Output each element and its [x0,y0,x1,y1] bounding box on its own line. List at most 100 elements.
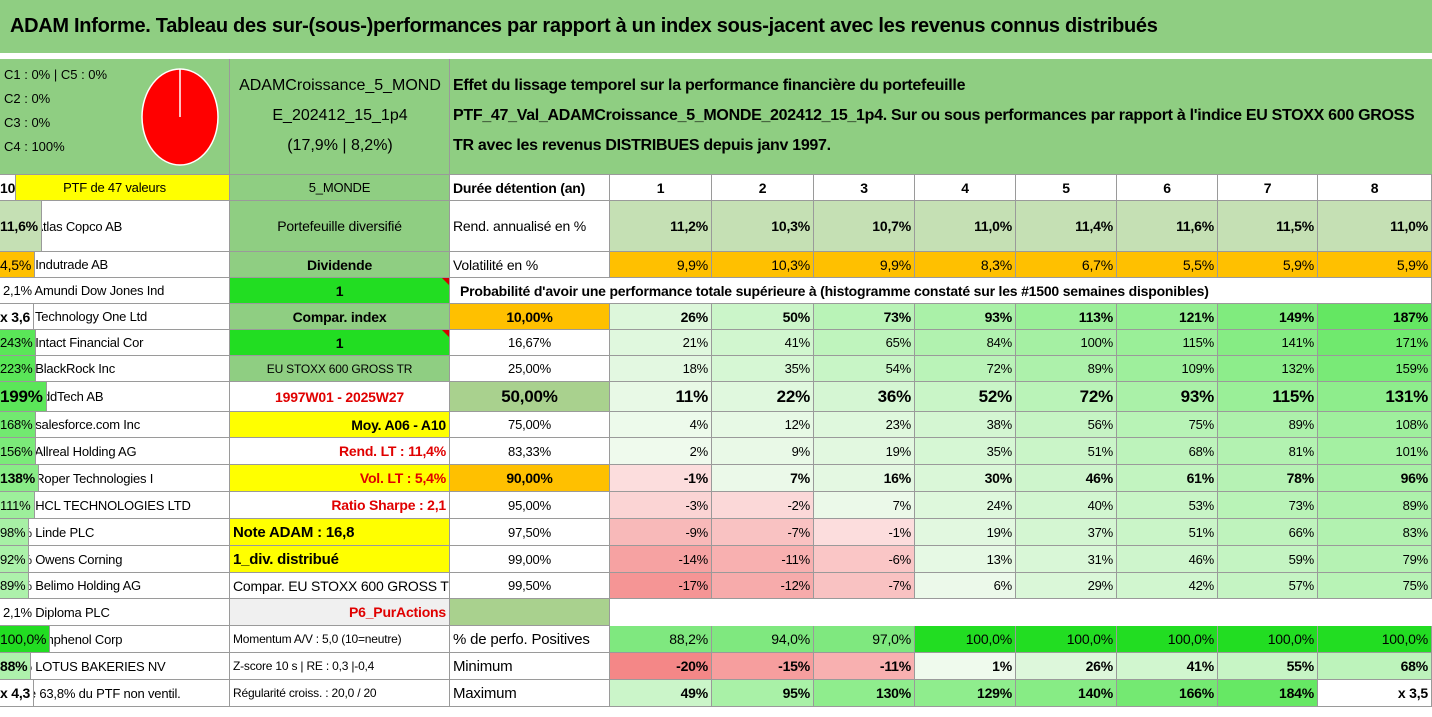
annualized-value: 11,4% [1016,201,1117,252]
annualized-value: 10,7% [814,201,915,252]
info-cell: Z-score 10 s | RE : 0,3 |-0,4 [230,653,450,680]
allocation-line: C4 : 100% [4,139,65,154]
holding-row: 2,1% Linde PLC [0,519,230,546]
info-cell: Compar. index [230,304,450,330]
volatility-value: 8,3% [915,252,1016,278]
duration-label: Durée détention (an) [450,175,610,201]
positive-value: 100,0% [1117,626,1218,653]
quantile-value: 78% [1218,465,1318,492]
quantile-value: 138% [0,465,40,492]
year-header: 4 [915,175,1016,201]
volatility-value: 6,7% [1016,252,1117,278]
positive-value: 88,2% [610,626,712,653]
minimum-value: 26% [1016,653,1117,680]
maximum-value: x 4,3 [0,680,35,707]
description-line: Effet du lissage temporel sur la perform… [453,77,966,94]
quantile-value: 7% [712,465,814,492]
quantile-value: 100% [1016,330,1117,356]
quantile-label: 75,00% [450,412,610,438]
minimum-value: 41% [1117,653,1218,680]
info-cell: Portefeuille diversifié [230,201,450,252]
quantile-value: -1% [814,519,915,546]
quantile-value: 18% [610,356,712,382]
quantile-label: 99,00% [450,546,610,573]
volatility-value: 5,5% [1117,252,1218,278]
quantile-value: 51% [1016,438,1117,465]
quantile-value: 93% [915,304,1016,330]
quantile-value: 11% [610,382,712,412]
year-header: 7 [1218,175,1318,201]
quantile-value: 52% [915,382,1016,412]
minimum-value: 88% [0,653,32,680]
info-cell: Moy. A06 - A10 [230,412,450,438]
quantile-value: 6% [915,573,1016,599]
info-cell: 1_div. distribué [230,546,450,573]
maximum-value: 140% [1016,680,1117,707]
info-cell: Compar. EU STOXX 600 GROSS TR [230,573,450,599]
info-cell: Note ADAM : 16,8 [230,519,450,546]
minimum-value: 1% [915,653,1016,680]
quantile-value: 2% [610,438,712,465]
quantile-label: 25,00% [450,356,610,382]
quantile-value: 56% [1016,412,1117,438]
quantile-value: 149% [1218,304,1318,330]
year-header: 3 [814,175,915,201]
empty-cell [450,599,610,626]
maximum-value: 184% [1218,680,1318,707]
year-header: 1 [610,175,712,201]
holding-row: 2,1% Intact Financial Cor [0,330,230,356]
quantile-value: 53% [1117,492,1218,519]
quantile-value: 40% [1016,492,1117,519]
positive-label: % de perfo. Positives [450,626,610,653]
quantile-value: 113% [1016,304,1117,330]
quantile-value: 168% [0,412,37,438]
quantile-value: 21% [610,330,712,356]
quantile-value: 89% [1016,356,1117,382]
quantile-value: 66% [1218,519,1318,546]
quantile-value: 23% [814,412,915,438]
quantile-value: 89% [0,573,30,599]
quantile-value: -6% [814,546,915,573]
quantile-value: 73% [1218,492,1318,519]
quantile-value: 59% [1218,546,1318,573]
quantile-value: 19% [915,519,1016,546]
year-header: 6 [1117,175,1218,201]
quantile-value: -7% [814,573,915,599]
ptf-label: PTF de 47 valeurs [0,175,230,201]
quantile-value: 89% [1218,412,1318,438]
comment-flag-icon [442,278,449,285]
quantile-value: 38% [915,412,1016,438]
quantile-value: 101% [1318,438,1432,465]
quantile-value: 31% [1016,546,1117,573]
holding-row: 2,1% Amundi Dow Jones Ind [0,278,230,304]
quantile-value: x 3,6 [0,304,35,330]
quantile-value: 223% [0,356,37,382]
minimum-value: -11% [814,653,915,680]
quantile-value: 54% [814,356,915,382]
holding-row: 2,1% Technology One Ltd [0,304,230,330]
quantile-value: 121% [1117,304,1218,330]
maximum-value: 166% [1117,680,1218,707]
quantile-value: 35% [915,438,1016,465]
info-cell: Régularité croiss. : 20,0 / 20 [230,680,450,707]
quantile-value: 171% [1318,330,1432,356]
annualized-value: 11,6% [0,201,42,252]
allocation-block: C1 : 0% | C5 : 0% C2 : 0% C3 : 0% C4 : 100% [0,59,230,175]
positive-value: 97,0% [814,626,915,653]
quantile-value: -1% [610,465,712,492]
quantile-value: 89% [1318,492,1432,519]
quantile-value: 72% [1016,382,1117,412]
allocation-line: C1 : 0% | C5 : 0% [4,67,108,82]
quantile-value: 81% [1218,438,1318,465]
minimum-value: -15% [712,653,814,680]
maximum-value: 49% [610,680,712,707]
quantile-value: 115% [1218,382,1318,412]
info-cell: 1997W01 - 2025W27 [230,382,450,412]
quantile-value: 84% [915,330,1016,356]
quantile-value: 108% [1318,412,1432,438]
info-cell: EU STOXX 600 GROSS TR [230,356,450,382]
quantile-value: -11% [712,546,814,573]
positive-value: 100,0% [1016,626,1117,653]
quantile-value: -17% [610,573,712,599]
